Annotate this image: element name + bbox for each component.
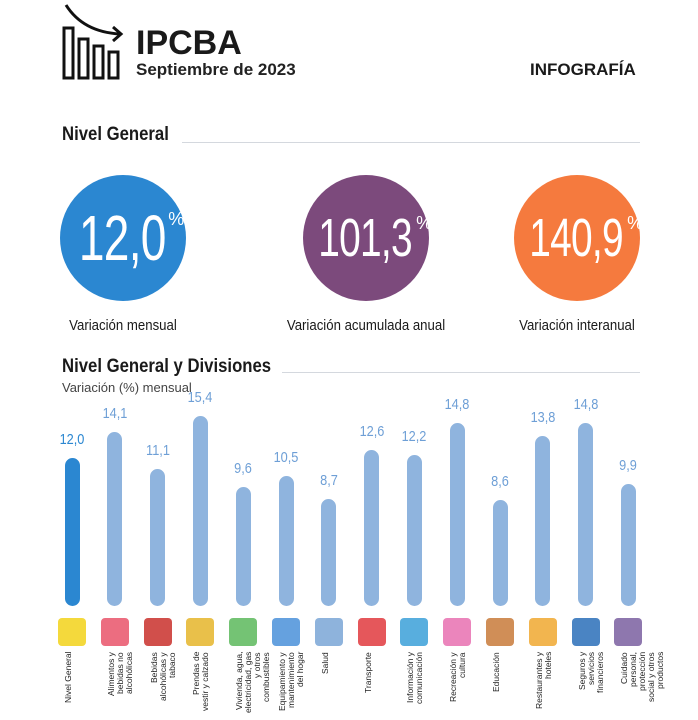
data-label: 9,9 xyxy=(619,456,638,474)
section-heading-nivel-general: Nivel General xyxy=(62,124,169,145)
stat-circle: 101,3% xyxy=(303,175,433,301)
report-period: Septiembre de 2023 xyxy=(136,60,296,79)
bar xyxy=(406,455,422,606)
stat-value: 140,9 xyxy=(529,208,623,268)
stat-value: 101,3 xyxy=(318,208,412,268)
division-icon xyxy=(100,618,129,646)
data-label: 14,1 xyxy=(102,404,128,422)
bar xyxy=(492,499,508,606)
category-label: Nivel General xyxy=(63,652,73,704)
bar xyxy=(192,415,208,606)
data-label: 9,6 xyxy=(234,460,253,478)
category-label: Transporte xyxy=(362,652,373,693)
bar xyxy=(535,435,551,606)
stat-circle: 140,9% xyxy=(514,175,644,301)
bar xyxy=(449,423,465,606)
division-icon xyxy=(443,618,472,646)
division-icon xyxy=(400,618,429,646)
category-label: Vivienda, agua, electricidad, gas y otro… xyxy=(234,652,272,714)
data-label: 12,2 xyxy=(401,428,427,446)
stat-label: Variación acumulada anual xyxy=(286,317,446,334)
report-type-label: INFOGRAFÍA xyxy=(530,60,636,79)
bar xyxy=(107,431,123,606)
category-label: Equipamiento y mantenimiento del hogar xyxy=(277,652,305,711)
category-label: Recreación y cultura xyxy=(448,652,468,702)
bar xyxy=(364,450,380,606)
data-label: 13,8 xyxy=(530,408,556,426)
divider xyxy=(282,372,640,373)
bar xyxy=(278,476,294,606)
category-label: Cuidado personal, protección social y ot… xyxy=(619,652,666,702)
data-label: 8,6 xyxy=(491,472,509,490)
data-label: 8,7 xyxy=(319,471,338,489)
division-icon xyxy=(143,618,172,646)
division-icon xyxy=(272,618,300,646)
data-label: 12,0 xyxy=(59,430,85,448)
percent-sign: % xyxy=(416,213,433,233)
chart-subtitle: Variación (%) mensual xyxy=(62,380,192,395)
division-icon xyxy=(486,618,514,646)
division-icon xyxy=(571,618,600,646)
division-icon xyxy=(229,618,258,646)
category-label: Bebidas alcohólicas y tabaco xyxy=(148,652,177,701)
data-label: 14,8 xyxy=(573,396,598,414)
division-icon xyxy=(58,618,86,646)
category-label: Educación xyxy=(491,652,501,692)
bar xyxy=(150,468,166,606)
data-label: 15,4 xyxy=(187,388,213,406)
bar xyxy=(235,487,251,606)
bar xyxy=(321,498,337,606)
section-heading-divisiones: Nivel General y Divisiones xyxy=(62,356,272,377)
percent-sign: % xyxy=(627,213,644,233)
stat-label: Variación interanual xyxy=(519,317,635,334)
bar xyxy=(64,457,80,606)
category-label: Seguros y servicios financieros xyxy=(576,652,605,694)
category-label: Información y comunicación xyxy=(405,652,425,704)
data-label: 10,5 xyxy=(273,449,299,467)
data-label: 12,6 xyxy=(359,423,384,441)
report-title: IPCBA xyxy=(136,24,242,62)
division-icon xyxy=(528,618,557,646)
bar-chart-decline-icon xyxy=(62,4,124,80)
category-label: Restaurantes y hoteles xyxy=(533,652,553,710)
divider xyxy=(182,142,640,143)
category-label: Prendas de vestir y calzado xyxy=(191,652,211,711)
division-icon xyxy=(614,618,643,646)
bar xyxy=(578,423,594,606)
data-label: 14,8 xyxy=(444,396,470,414)
percent-sign: % xyxy=(168,209,185,229)
division-icon xyxy=(186,618,215,646)
category-label: Salud xyxy=(319,652,330,674)
stat-value: 12,0 xyxy=(78,202,167,274)
category-label: Alimentos y bebidas no alcohólicas xyxy=(105,652,134,696)
data-label: 11,1 xyxy=(145,441,170,459)
division-icon xyxy=(357,618,386,646)
bar xyxy=(620,483,636,606)
stat-circle: 12,0% xyxy=(60,175,186,301)
division-icon xyxy=(314,618,343,646)
stat-label: Variación mensual xyxy=(69,317,177,334)
